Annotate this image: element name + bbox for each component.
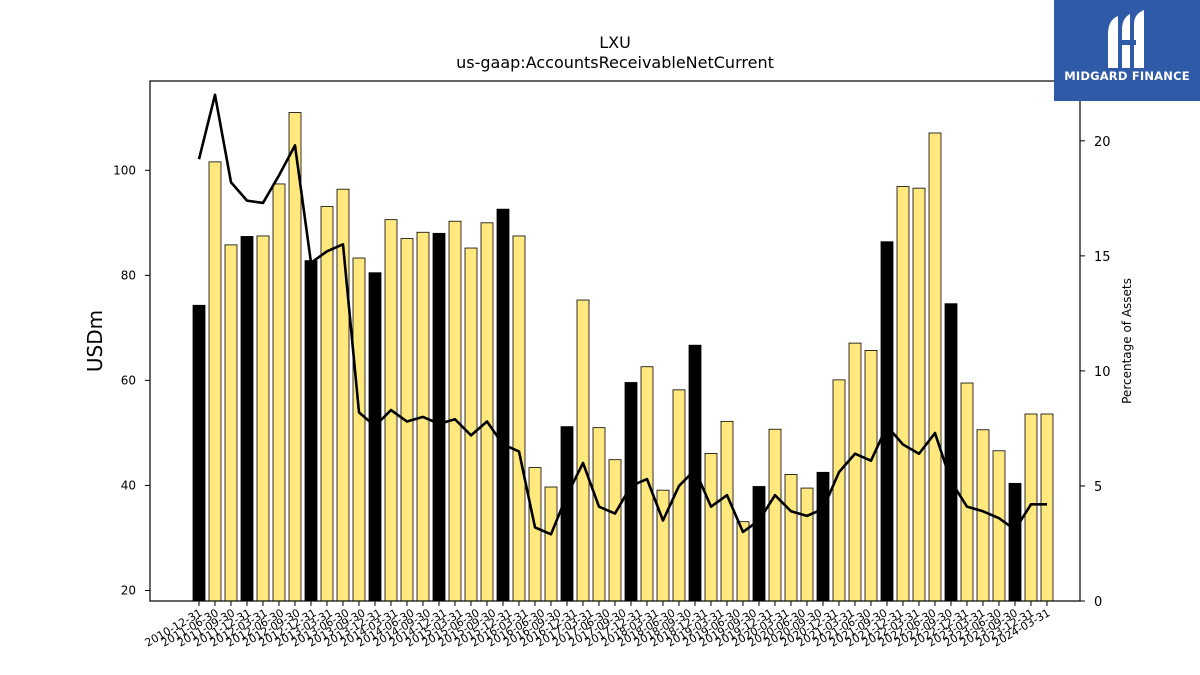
y-tick-label: 100 (113, 163, 136, 177)
bar (1040, 413, 1054, 602)
percentage-line (197, 93, 1047, 536)
bar (256, 235, 270, 602)
chart-title: LXU (599, 33, 631, 52)
bar (224, 244, 238, 602)
y-right-tick-label: 0 (1094, 595, 1102, 610)
bar (352, 257, 366, 602)
bar (304, 260, 318, 602)
bar (480, 222, 494, 602)
bar (560, 426, 574, 602)
bar (736, 521, 750, 602)
chart-subtitle: us-gaap:AccountsReceivableNetCurrent (456, 53, 774, 72)
bar (896, 186, 910, 602)
bar (192, 304, 206, 602)
bar (608, 459, 622, 602)
bar (592, 427, 606, 602)
x-axis: 2010-12-312011-06-302011-09-302011-12-31… (143, 601, 1053, 650)
bar (320, 206, 334, 602)
bar (512, 235, 526, 602)
y-tick-label: 40 (121, 478, 136, 492)
y-right-tick-label: 20 (1094, 135, 1111, 150)
bar (1008, 482, 1022, 602)
y-tick-label: 20 (121, 583, 136, 597)
y-tick-label: 60 (121, 373, 136, 387)
bar (912, 187, 926, 602)
y-tick-label: 80 (121, 268, 136, 282)
brand-logo: MIDGARD FINANCE (1054, 0, 1200, 101)
bar (208, 161, 222, 602)
bar (240, 236, 254, 602)
bar (928, 132, 942, 602)
bar (528, 467, 542, 602)
bar (1024, 413, 1038, 602)
bar (448, 220, 462, 602)
brand-name: MIDGARD FINANCE (1064, 69, 1190, 83)
bar (960, 382, 974, 602)
bar (976, 429, 990, 602)
bar (464, 247, 478, 602)
y-axis-right-label: Percentage of Assets (1120, 278, 1134, 404)
bar (496, 208, 510, 602)
bar (704, 452, 718, 602)
line-group (197, 93, 1047, 536)
bar (752, 486, 766, 602)
y-axis-label: USDm (83, 310, 107, 372)
bar (720, 420, 734, 602)
bar (832, 379, 846, 602)
y-right-tick-label: 5 (1094, 480, 1102, 495)
y-axis-left: 20 40 60 80 100 (113, 163, 150, 597)
bar (768, 428, 782, 602)
bar (992, 450, 1006, 602)
bar (576, 299, 590, 602)
bar (544, 486, 558, 602)
y-right-tick-label: 15 (1094, 250, 1111, 265)
bar (816, 471, 830, 602)
bar (944, 303, 958, 602)
y-right-tick-label: 10 (1094, 365, 1111, 380)
bars-group (192, 112, 1054, 602)
y-axis-right: 0 5 10 15 20 (1080, 135, 1111, 610)
bar (848, 342, 862, 602)
bar (640, 366, 654, 602)
bar (880, 241, 894, 602)
bar (272, 183, 286, 602)
midgard-logo-icon (1108, 10, 1144, 68)
bar (864, 350, 878, 602)
bar (784, 474, 798, 602)
bar (800, 487, 814, 602)
bar (368, 272, 382, 602)
bar (432, 232, 446, 602)
